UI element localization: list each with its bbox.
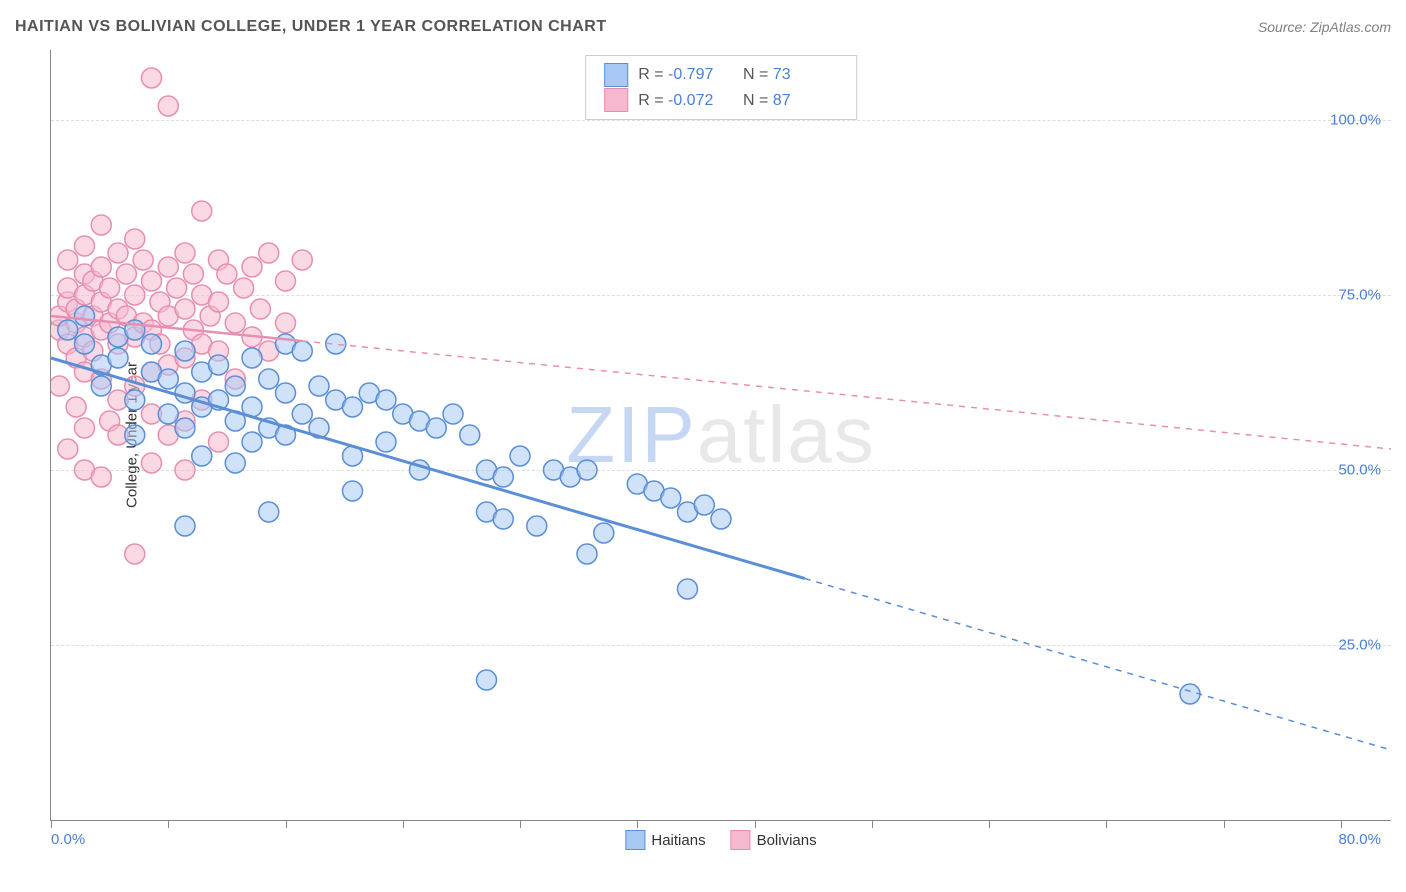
source-label: Source: ZipAtlas.com — [1258, 19, 1391, 35]
stats-n-label: N = — [743, 66, 768, 83]
legend-swatch-haitians-bottom — [625, 830, 645, 850]
legend-item-bolivians: Bolivians — [731, 830, 817, 850]
legend-item-haitians: Haitians — [625, 830, 705, 850]
scatter-svg — [51, 50, 1391, 820]
chart-title: HAITIAN VS BOLIVIAN COLLEGE, UNDER 1 YEA… — [15, 18, 607, 36]
bottom-legend: Haitians Bolivians — [625, 830, 816, 850]
legend-swatch-bolivians — [604, 88, 628, 112]
stats-row-haitians: R = -0.797 N = 73 — [604, 62, 838, 88]
x-axis-min-label: 0.0% — [51, 831, 85, 848]
stats-row-bolivians: R = -0.072 N = 87 — [604, 88, 838, 114]
stats-r-label: R = — [638, 66, 663, 83]
stats-legend-box: R = -0.797 N = 73 R = -0.072 N = 87 — [585, 55, 857, 120]
legend-label-haitians: Haitians — [651, 832, 705, 849]
legend-label-bolivians: Bolivians — [757, 832, 817, 849]
stats-r-label-2: R = — [638, 92, 663, 109]
stats-r-bolivians: -0.072 — [668, 88, 733, 114]
stats-n-bolivians: 87 — [773, 88, 838, 114]
legend-swatch-haitians — [604, 63, 628, 87]
plot-area: College, Under 1 year 25.0%50.0%75.0%100… — [50, 50, 1391, 821]
stats-n-haitians: 73 — [773, 62, 838, 88]
x-axis-max-label: 80.0% — [1338, 831, 1381, 848]
stats-r-haitians: -0.797 — [668, 62, 733, 88]
stats-n-label-2: N = — [743, 92, 768, 109]
legend-swatch-bolivians-bottom — [731, 830, 751, 850]
